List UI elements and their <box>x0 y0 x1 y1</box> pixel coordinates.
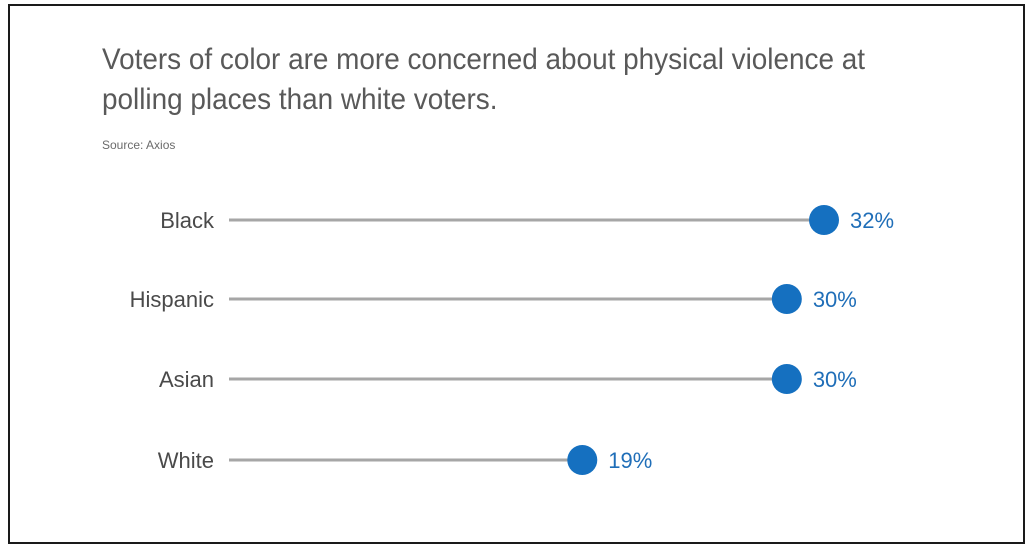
value-label-asian: 30% <box>813 367 857 392</box>
value-label-hispanic: 30% <box>813 287 857 312</box>
data-point-hispanic <box>771 284 802 314</box>
data-point-asian <box>771 364 802 394</box>
chart-source: Source: Axios <box>102 138 176 152</box>
data-point-white <box>567 445 598 475</box>
value-label-black: 32% <box>850 208 894 233</box>
category-label-white: White <box>158 448 214 473</box>
data-point-black <box>809 205 839 235</box>
chart-frame <box>8 4 1025 544</box>
value-label-white: 19% <box>608 448 652 473</box>
category-label-black: Black <box>160 208 215 233</box>
dot-chart: Black 32% Hispanic 30% Asian 30% White 19% <box>130 205 894 475</box>
category-label-asian: Asian <box>159 367 214 392</box>
category-label-hispanic: Hispanic <box>130 287 214 312</box>
chart-title: Voters of color are more concerned about… <box>102 43 866 116</box>
